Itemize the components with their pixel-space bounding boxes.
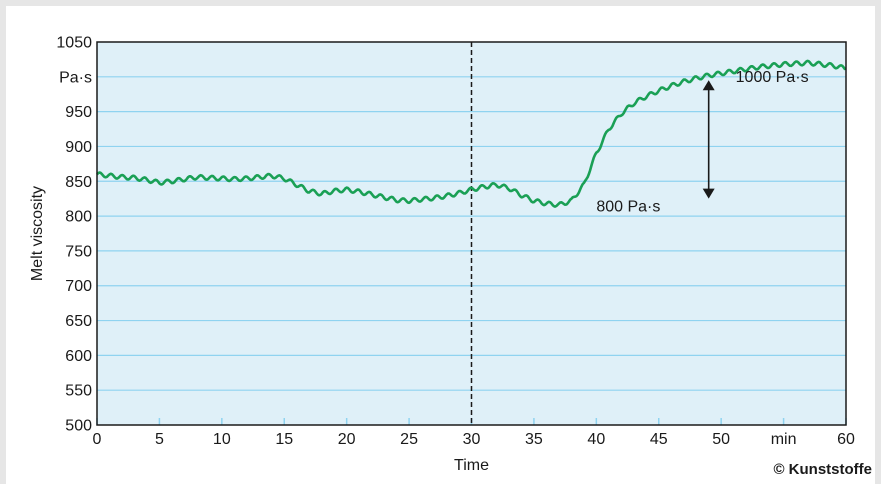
x-tick-label: 45 [650, 431, 668, 448]
y-tick-label: 900 [65, 139, 92, 156]
x-tick-label: min [771, 431, 797, 448]
y-tick-label: 850 [65, 174, 92, 191]
x-tick-label: 10 [213, 431, 231, 448]
y-axis-tick-labels: 500 550 600 650 700 750 800 850 900 Pa·s 950 1050 [56, 35, 92, 435]
x-tick-label: 0 [93, 431, 102, 448]
y-tick-label: 550 [65, 383, 92, 400]
x-tick-label: 40 [587, 431, 605, 448]
annotation-800: 800 Pa·s [596, 199, 660, 216]
y-tick-label: Pa·s [59, 69, 92, 86]
x-tick-label: 50 [712, 431, 730, 448]
x-tick-label: 30 [463, 431, 481, 448]
annotation-1000: 1000 Pa·s [736, 69, 809, 86]
x-tick-label: 35 [525, 431, 543, 448]
arrow-head-down [702, 188, 715, 199]
y-tick-label: 700 [65, 278, 92, 295]
x-tick-label: 15 [275, 431, 293, 448]
y-tick-label: 950 [65, 104, 92, 121]
y-tick-label: 500 [65, 418, 92, 435]
x-tick-label: 60 [837, 431, 855, 448]
y-axis-title: Melt viscosity [29, 186, 46, 281]
x-tick-label: 5 [155, 431, 164, 448]
y-tick-label: 650 [65, 313, 92, 330]
x-axis-tick-labels: 0 5 10 15 20 25 30 35 40 45 50 min 60 [93, 431, 855, 448]
x-tick-label: 25 [400, 431, 418, 448]
viscosity-series-line [96, 59, 847, 208]
x-tick-label: 20 [338, 431, 356, 448]
figure-panel: 500 550 600 650 700 750 800 850 900 Pa·s 950 1050 0… [6, 6, 875, 484]
y-tick-label: 1050 [56, 35, 92, 52]
x-axis-title: Time [454, 457, 489, 474]
arrow-head-up [702, 80, 715, 91]
plot-frame [96, 41, 847, 426]
plot-area [97, 42, 846, 425]
y-tick-label: 600 [65, 348, 92, 365]
copyright-credit: © Kunststoffe [773, 461, 872, 478]
double-arrow [702, 80, 715, 199]
y-tick-label: 800 [65, 209, 92, 226]
y-tick-label: 750 [65, 243, 92, 260]
